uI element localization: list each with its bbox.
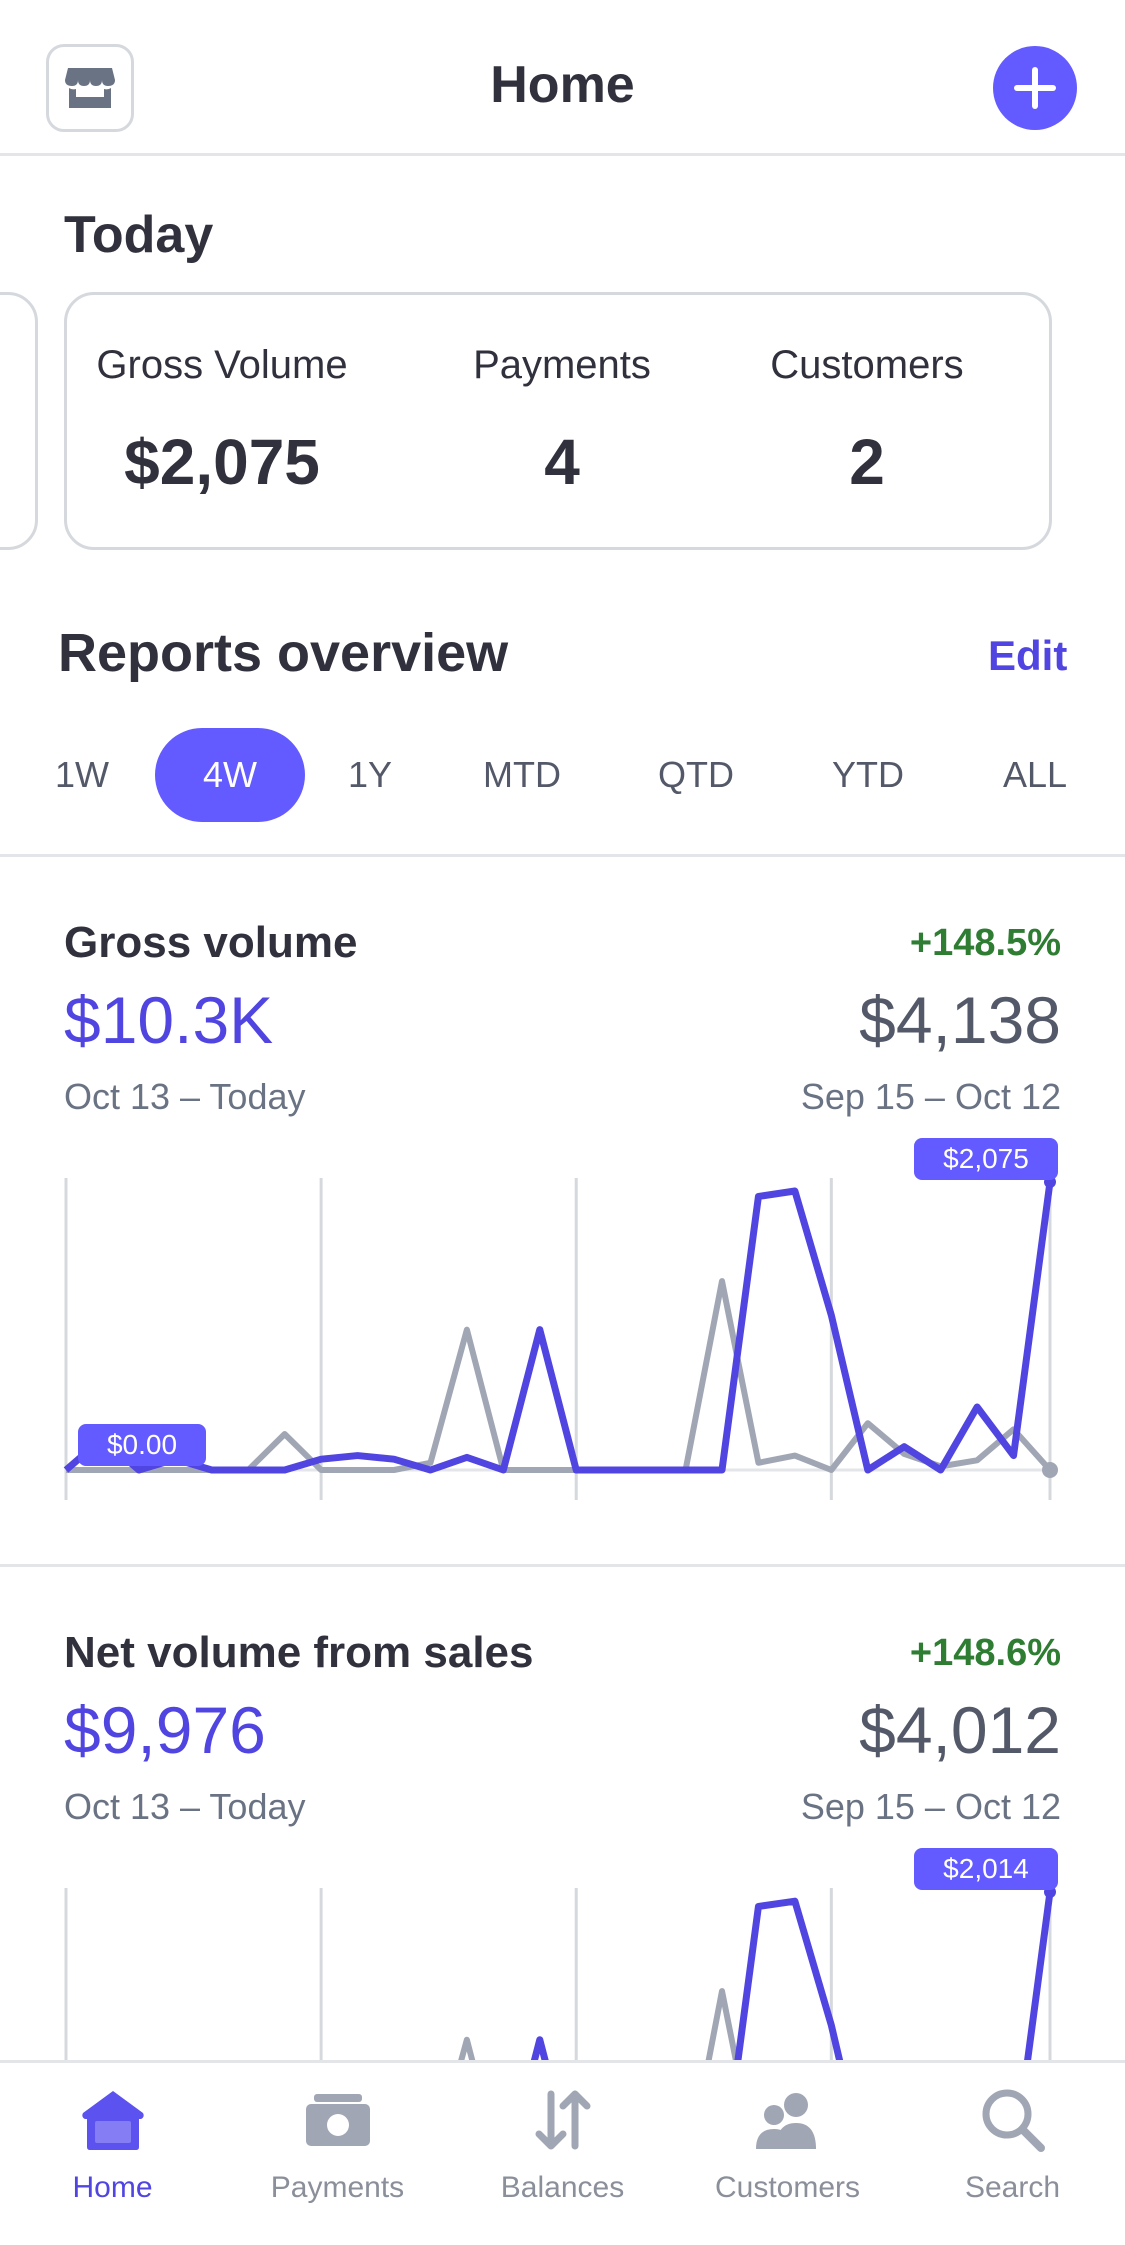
- start-value-tooltip: $0.00: [78, 1424, 206, 1466]
- previous-period-range: Sep 15 – Oct 12: [800, 1786, 1061, 1827]
- period-all[interactable]: ALL: [1002, 754, 1068, 795]
- metric-label: Customers: [770, 343, 964, 387]
- metric-value: 2: [849, 426, 885, 498]
- previous-period-value: $4,012: [859, 1693, 1061, 1767]
- store-icon: [65, 68, 115, 108]
- period-qtd[interactable]: QTD: [658, 754, 734, 795]
- payments-icon: [305, 2094, 370, 2146]
- previous-period-line: [66, 1278, 1053, 1473]
- change-percent: +148.6%: [909, 1632, 1061, 1674]
- period-1w[interactable]: 1W: [55, 754, 109, 795]
- metric-value: $2,075: [124, 426, 320, 498]
- previous-card-peek[interactable]: [0, 292, 38, 550]
- customers-icon: [755, 2093, 816, 2149]
- metric-label: Gross Volume: [96, 343, 348, 387]
- change-percent: +148.5%: [909, 922, 1061, 964]
- period-mtd[interactable]: MTD: [483, 754, 561, 795]
- top-bar: Home: [0, 0, 1125, 156]
- period-4w[interactable]: 4W: [155, 728, 305, 822]
- previous-period-range: Sep 15 – Oct 12: [800, 1076, 1061, 1117]
- tab-payments[interactable]: Payments: [225, 2083, 450, 2205]
- metric-label: Payments: [473, 343, 651, 387]
- previous-end-point: [1042, 1462, 1058, 1478]
- period-selector: 1W 4W 1Y MTD QTD YTD ALL: [0, 728, 1125, 824]
- tab-label: Customers: [714, 2171, 861, 2204]
- page-title: Home: [490, 56, 635, 114]
- home-icon: [81, 2091, 144, 2150]
- bottom-tab-bar: Home Payments Balances: [0, 2060, 1125, 2245]
- end-value-tooltip: $2,014: [914, 1848, 1058, 1890]
- today-heading: Today: [64, 206, 214, 264]
- tab-label: Payments: [270, 2171, 405, 2204]
- current-period-line: [63, 1181, 1054, 1474]
- tab-balances[interactable]: Balances: [450, 2083, 675, 2205]
- tab-customers[interactable]: Customers: [675, 2083, 900, 2205]
- metric-value: 4: [544, 426, 580, 498]
- store-button[interactable]: [46, 44, 134, 132]
- divider: [0, 1564, 1125, 1567]
- section-title: Gross volume: [64, 918, 358, 967]
- current-period-range: Oct 13 – Today: [64, 1076, 306, 1117]
- period-1y[interactable]: 1Y: [347, 754, 393, 795]
- search-icon: [982, 2089, 1045, 2152]
- divider: [0, 854, 1125, 857]
- plus-icon: [1014, 67, 1056, 109]
- period-ytd[interactable]: YTD: [832, 754, 904, 795]
- current-period-value: $9,976: [64, 1693, 266, 1767]
- tab-label: Home: [72, 2171, 153, 2204]
- tab-label: Balances: [500, 2171, 625, 2204]
- edit-reports-link[interactable]: Edit: [988, 632, 1068, 679]
- reports-overview-heading: Reports overview: [58, 623, 509, 683]
- line-chart: $2,075 $0.00: [63, 1138, 1058, 1500]
- svg-text:$0.00: $0.00: [107, 1429, 177, 1460]
- svg-text:$2,014: $2,014: [943, 1853, 1029, 1884]
- gross-volume-chart[interactable]: $2,075 $0.00: [0, 1130, 1125, 1500]
- previous-period-value: $4,138: [859, 983, 1061, 1057]
- tab-search[interactable]: Search: [900, 2083, 1125, 2205]
- current-period-range: Oct 13 – Today: [64, 1786, 306, 1827]
- today-summary-card[interactable]: Gross Volume $2,075 Payments 4 Customers…: [64, 292, 1052, 550]
- tab-home[interactable]: Home: [0, 2083, 225, 2205]
- svg-text:$2,075: $2,075: [943, 1143, 1029, 1174]
- tab-label: Search: [964, 2171, 1061, 2204]
- section-title: Net volume from sales: [64, 1628, 534, 1677]
- balances-icon: [535, 2090, 590, 2150]
- current-period-value: $10.3K: [64, 983, 274, 1057]
- end-value-tooltip: $2,075: [914, 1138, 1058, 1180]
- add-button[interactable]: [993, 46, 1077, 130]
